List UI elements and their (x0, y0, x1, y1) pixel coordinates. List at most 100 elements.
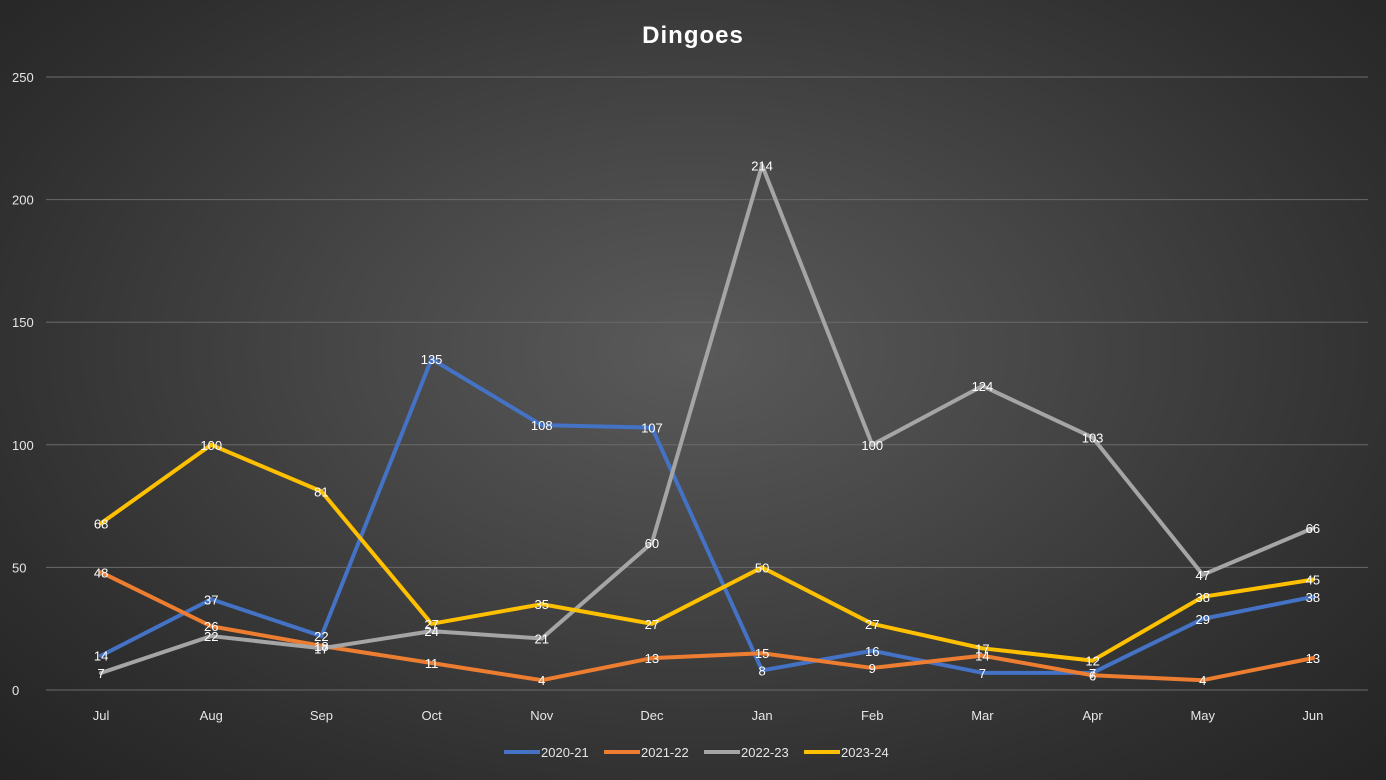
data-point (1200, 572, 1205, 577)
y-tick-label: 0 (12, 683, 19, 698)
data-point (1310, 577, 1315, 582)
data-label: 21 (535, 632, 549, 647)
x-tick-label: Feb (861, 708, 883, 723)
data-label: 14 (94, 649, 108, 664)
data-point (1090, 673, 1095, 678)
data-label: 12 (1085, 654, 1099, 669)
data-point (539, 636, 544, 641)
gridlines (46, 76, 1368, 691)
series-line-2023-24 (99, 442, 1315, 663)
data-point (649, 621, 654, 626)
data-label: 4 (538, 673, 545, 688)
data-label: 15 (755, 646, 769, 661)
data-label: 27 (645, 617, 659, 632)
data-point (319, 634, 324, 639)
data-label: 68 (94, 516, 108, 531)
data-point (1310, 656, 1315, 661)
data-point (429, 621, 434, 626)
y-tick-label: 50 (12, 560, 26, 575)
x-tick-label: Sep (310, 708, 333, 723)
data-label: 11 (425, 656, 439, 671)
data-label: 6 (1089, 668, 1096, 683)
data-point (980, 646, 985, 651)
legend-label: 2020-21 (541, 745, 589, 760)
data-point (429, 356, 434, 361)
data-label: 7 (979, 666, 986, 681)
data-point (539, 678, 544, 683)
data-label: 47 (1196, 568, 1210, 583)
data-point (209, 634, 214, 639)
data-label: 107 (641, 421, 663, 436)
data-point (99, 670, 104, 675)
data-label: 16 (865, 644, 879, 659)
data-label: 100 (200, 438, 222, 453)
data-point (870, 665, 875, 670)
x-tick-label: Apr (1082, 708, 1103, 723)
x-tick-label: Nov (530, 708, 554, 723)
data-point (1200, 678, 1205, 683)
data-label: 13 (1306, 651, 1320, 666)
x-tick-label: Dec (640, 708, 664, 723)
data-point (1200, 616, 1205, 621)
data-point (99, 570, 104, 575)
data-point (1090, 435, 1095, 440)
data-point (209, 442, 214, 447)
data-label: 45 (1306, 573, 1320, 588)
data-label: 27 (424, 617, 438, 632)
data-point (1200, 594, 1205, 599)
x-tick-label: Oct (421, 708, 442, 723)
data-label: 81 (314, 484, 328, 499)
data-label: 22 (314, 629, 328, 644)
data-point (319, 489, 324, 494)
data-point (870, 442, 875, 447)
legend-label: 2022-23 (741, 745, 789, 760)
data-point (1090, 658, 1095, 663)
data-label: 214 (751, 158, 773, 173)
data-label: 48 (94, 565, 108, 580)
data-point (209, 597, 214, 602)
data-point (539, 602, 544, 607)
x-tick-label: Aug (200, 708, 223, 723)
data-label: 7 (97, 666, 104, 681)
data-label: 66 (1306, 521, 1320, 536)
data-point (99, 521, 104, 526)
data-label: 35 (535, 597, 549, 612)
data-point (760, 565, 765, 570)
data-label: 27 (865, 617, 879, 632)
data-label: 17 (975, 641, 989, 656)
data-point (980, 383, 985, 388)
data-point (209, 624, 214, 629)
data-point (760, 651, 765, 656)
data-point (539, 423, 544, 428)
data-point (649, 425, 654, 430)
x-axis-ticks: Jul Aug Sep Oct Nov Dec Jan Feb Mar Apr May Jun (93, 708, 1324, 723)
data-label: 7 (1089, 666, 1096, 681)
data-point (980, 653, 985, 658)
x-tick-label: Jul (93, 708, 110, 723)
data-label: 60 (645, 536, 659, 551)
data-label: 18 (314, 639, 328, 654)
data-label: 38 (1196, 590, 1210, 605)
data-label: 26 (204, 619, 218, 634)
legend-label: 2021-22 (641, 745, 689, 760)
series-line-2021-22 (99, 570, 1315, 683)
legend: 2020-21 2021-22 2022-23 2023-24 (504, 745, 889, 760)
data-point (760, 163, 765, 168)
y-tick-label: 200 (12, 193, 34, 208)
data-label: 100 (861, 438, 883, 453)
data-label: 29 (1196, 612, 1210, 627)
series-line-2022-23 (99, 163, 1315, 675)
data-point (649, 656, 654, 661)
data-label: 22 (204, 629, 218, 644)
y-tick-label: 250 (12, 70, 34, 85)
x-tick-label: May (1190, 708, 1215, 723)
x-tick-label: Jan (752, 708, 773, 723)
data-label: 13 (645, 651, 659, 666)
data-label: 124 (972, 379, 994, 394)
data-point (760, 668, 765, 673)
data-label: 14 (975, 649, 989, 664)
data-label: 17 (314, 641, 328, 656)
data-label: 9 (869, 661, 876, 676)
x-tick-label: Mar (971, 708, 994, 723)
